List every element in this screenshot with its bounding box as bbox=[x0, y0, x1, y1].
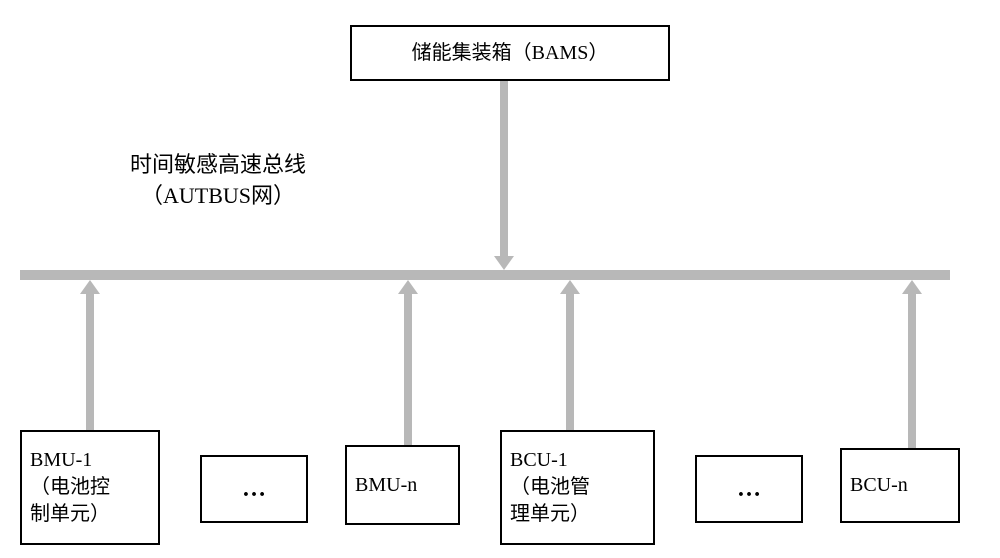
diagram-canvas: 储能集装箱（BAMS） 时间敏感高速总线 （AUTBUS网） BMU-1 （电池… bbox=[0, 0, 1000, 558]
node-bcun: BCU-n bbox=[840, 448, 960, 523]
connector-bmu1 bbox=[86, 294, 94, 430]
node-ellipsis-2-text: … bbox=[737, 473, 761, 505]
node-bmu1-line2: （电池控 bbox=[30, 474, 110, 501]
node-bcu1-line2: （电池管 bbox=[510, 474, 590, 501]
bus-line bbox=[20, 270, 950, 280]
bus-label-line2: （AUTBUS网） bbox=[130, 181, 306, 212]
connector-bmun-arrowhead bbox=[398, 280, 418, 294]
node-bcu1: BCU-1 （电池管 理单元） bbox=[500, 430, 655, 545]
connector-bcu1 bbox=[566, 294, 574, 430]
bus-label: 时间敏感高速总线 （AUTBUS网） bbox=[130, 150, 306, 212]
connector-bams-arrowhead bbox=[494, 256, 514, 270]
node-ellipsis-1-text: … bbox=[242, 473, 266, 505]
connector-bcun-arrowhead bbox=[902, 280, 922, 294]
connector-bcun bbox=[908, 294, 916, 448]
node-bcu1-line1: BCU-1 bbox=[510, 447, 568, 474]
node-bcun-line1: BCU-n bbox=[850, 472, 908, 499]
node-ellipsis-2: … bbox=[695, 455, 803, 523]
bus-label-line1: 时间敏感高速总线 bbox=[130, 150, 306, 181]
connector-bams-to-bus bbox=[500, 81, 508, 256]
connector-bmun bbox=[404, 294, 412, 445]
node-bcu1-line3: 理单元） bbox=[510, 501, 590, 528]
node-bmu1: BMU-1 （电池控 制单元） bbox=[20, 430, 160, 545]
node-bmun: BMU-n bbox=[345, 445, 460, 525]
node-bmun-line1: BMU-n bbox=[355, 472, 417, 499]
node-bams-label: 储能集装箱（BAMS） bbox=[412, 40, 609, 67]
node-bmu1-line1: BMU-1 bbox=[30, 447, 92, 474]
connector-bcu1-arrowhead bbox=[560, 280, 580, 294]
node-bams: 储能集装箱（BAMS） bbox=[350, 25, 670, 81]
node-bmu1-line3: 制单元） bbox=[30, 501, 110, 528]
connector-bmu1-arrowhead bbox=[80, 280, 100, 294]
node-ellipsis-1: … bbox=[200, 455, 308, 523]
